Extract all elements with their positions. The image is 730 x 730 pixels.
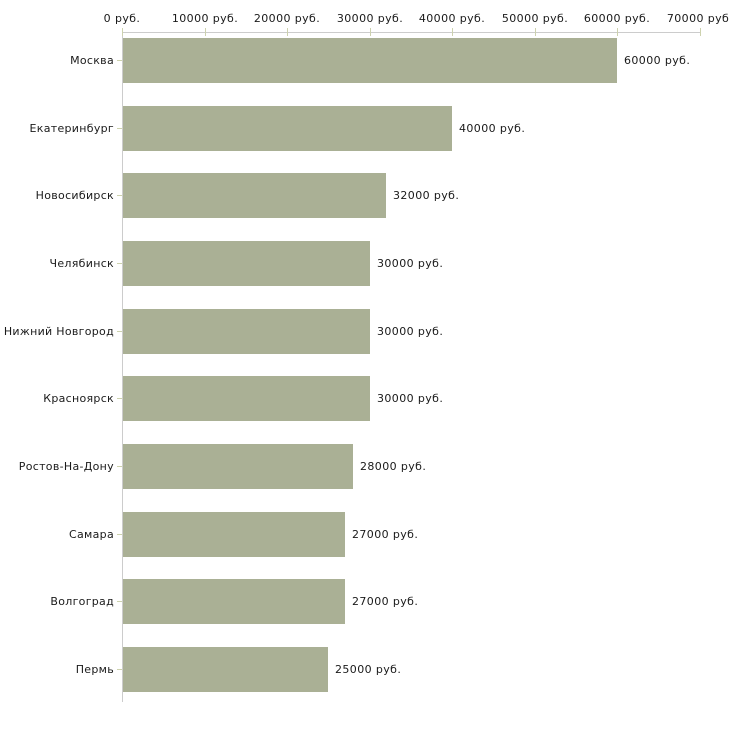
category-label: Самара	[69, 528, 114, 541]
x-axis-tick	[370, 28, 371, 36]
category-label: Волгоград	[50, 595, 114, 608]
value-label: 40000 руб.	[459, 122, 526, 135]
value-label: 30000 руб.	[377, 257, 444, 270]
category-label: Екатеринбург	[29, 122, 114, 135]
category-label: Красноярск	[43, 392, 114, 405]
value-label: 30000 руб.	[377, 325, 444, 338]
value-label: 27000 руб.	[352, 528, 419, 541]
bar	[123, 241, 370, 286]
x-axis-tick	[122, 28, 123, 36]
x-axis-tick-label: 40000 руб.	[418, 12, 486, 25]
x-axis-tick-label: 50000 руб.	[501, 12, 569, 25]
x-axis-tick-label: 0 руб.	[103, 12, 141, 25]
bar	[123, 38, 617, 83]
category-label: Нижний Новгород	[3, 325, 114, 338]
y-axis-tick	[117, 60, 122, 61]
x-axis-tick-label: 70000 руб.	[666, 12, 730, 25]
y-axis-tick	[117, 466, 122, 467]
y-axis-tick	[117, 534, 122, 535]
value-label: 25000 руб.	[335, 663, 402, 676]
bar	[123, 512, 345, 557]
category-label: Москва	[70, 54, 114, 67]
category-label: Челябинск	[49, 257, 114, 270]
category-label: Ростов-На-Дону	[18, 460, 114, 473]
bar	[123, 106, 452, 151]
category-label: Новосибирск	[35, 189, 114, 202]
category-label: Пермь	[75, 663, 114, 676]
x-axis-tick	[617, 28, 618, 36]
value-label: 27000 руб.	[352, 595, 419, 608]
value-label: 60000 руб.	[624, 54, 691, 67]
x-axis-tick-label: 30000 руб.	[336, 12, 404, 25]
value-label: 30000 руб.	[377, 392, 444, 405]
bar	[123, 647, 328, 692]
value-label: 28000 руб.	[360, 460, 427, 473]
x-axis-tick-label: 10000 руб.	[171, 12, 239, 25]
bar	[123, 309, 370, 354]
bar	[123, 376, 370, 421]
value-label: 32000 руб.	[393, 189, 460, 202]
x-axis-tick-label: 60000 руб.	[583, 12, 651, 25]
x-axis-tick	[452, 28, 453, 36]
y-axis-tick	[117, 263, 122, 264]
y-axis-tick	[117, 398, 122, 399]
x-axis-tick	[700, 28, 701, 36]
y-axis-tick	[117, 669, 122, 670]
x-axis-tick	[205, 28, 206, 36]
y-axis-tick	[117, 331, 122, 332]
x-axis-tick	[535, 28, 536, 36]
bar	[123, 444, 353, 489]
y-axis-tick	[117, 128, 122, 129]
y-axis-tick	[117, 195, 122, 196]
y-axis-line	[122, 32, 123, 702]
bar	[123, 579, 345, 624]
y-axis-tick	[117, 601, 122, 602]
x-axis-tick-label: 20000 руб.	[253, 12, 321, 25]
x-axis-line	[122, 32, 701, 33]
bar	[123, 173, 386, 218]
x-axis-tick	[287, 28, 288, 36]
